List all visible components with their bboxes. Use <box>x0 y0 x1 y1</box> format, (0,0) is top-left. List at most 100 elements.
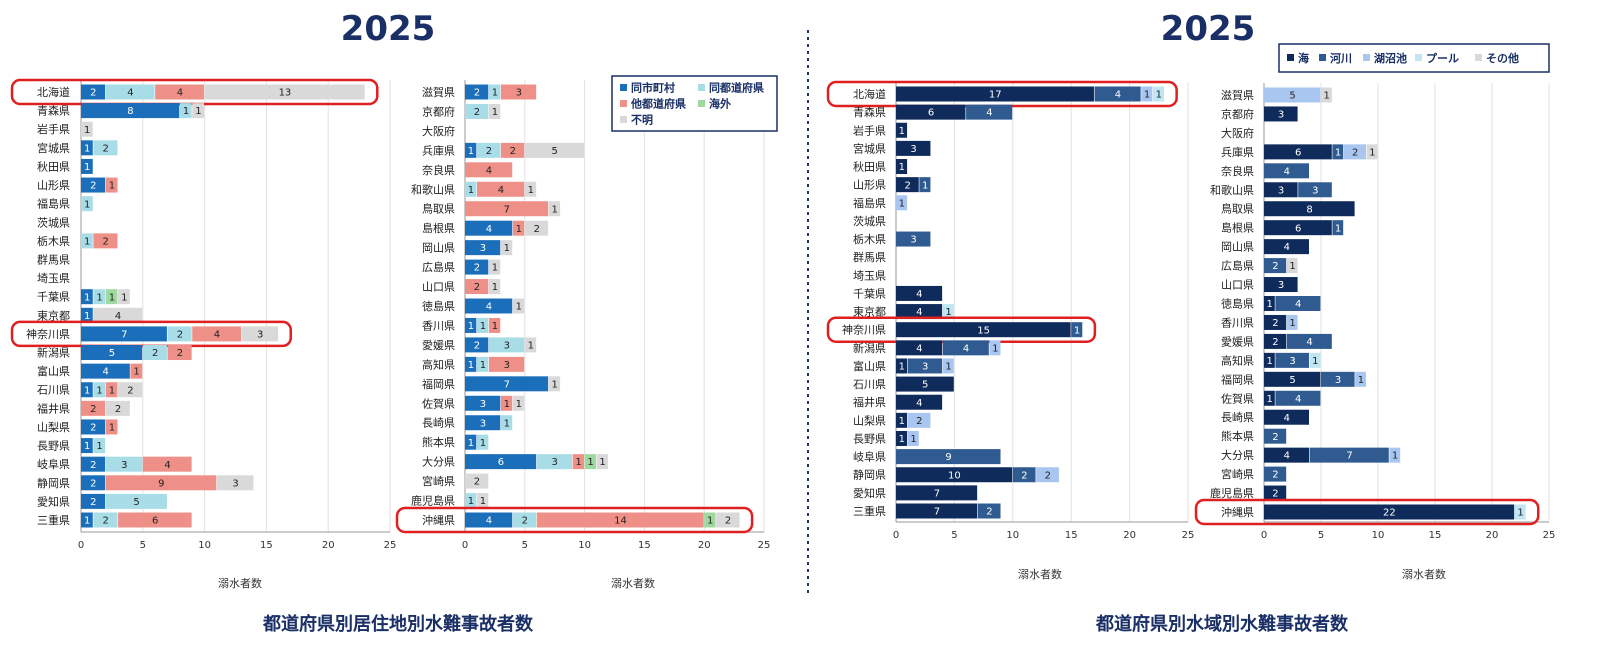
data-label: 6 <box>1295 223 1301 234</box>
bar-segment <box>512 220 525 236</box>
bar-segment <box>465 493 477 509</box>
bar-segment <box>465 103 489 119</box>
bar-segment <box>465 84 489 100</box>
bar-segment <box>105 400 130 416</box>
bar-segment <box>204 84 365 100</box>
data-label: 2 <box>103 516 109 527</box>
data-label: 1 <box>84 125 90 136</box>
bar-segment <box>93 307 143 323</box>
data-label: 2 <box>1352 147 1358 158</box>
data-label: 4 <box>916 343 922 354</box>
category-label: 熊本県 <box>422 435 455 449</box>
data-label: 3 <box>922 362 928 373</box>
data-label: 2 <box>90 497 96 508</box>
data-label: 4 <box>214 330 220 341</box>
bar-segment <box>896 104 966 120</box>
category-label: 宮城県 <box>37 141 70 155</box>
bar-segment <box>907 430 919 446</box>
bar-segment <box>93 233 118 249</box>
data-label: 1 <box>1267 299 1273 310</box>
legend-swatch <box>1363 54 1370 61</box>
legend-box: 海 河川 湖沼池 プール その他 <box>1278 43 1550 73</box>
bar-segment <box>1012 467 1036 483</box>
bar-segment <box>465 512 513 528</box>
bar-segment <box>1366 144 1378 160</box>
x-tick-label: 10 <box>578 540 591 551</box>
x-tick-label: 15 <box>1429 530 1442 541</box>
bar-segment <box>465 181 477 197</box>
data-label: 1 <box>1392 451 1398 462</box>
category-label: 長崎県 <box>1221 410 1254 424</box>
bar-segment <box>966 104 1013 120</box>
bar-segment <box>896 231 931 247</box>
category-label: 岩手県 <box>853 123 886 137</box>
category-label: 滋賀県 <box>1221 89 1254 102</box>
category-label: 愛媛県 <box>1221 334 1254 348</box>
bar-segment <box>716 512 740 528</box>
data-label: 2 <box>916 416 922 427</box>
bar-segment <box>465 259 489 275</box>
chart-year: 2025 <box>1161 9 1256 49</box>
bar-segment <box>488 103 501 119</box>
bar-segment <box>1036 467 1059 483</box>
bar-segment <box>1264 296 1275 311</box>
data-label: 17 <box>989 90 1002 101</box>
bar-segment <box>167 345 192 361</box>
x-tick-label: 15 <box>260 540 273 551</box>
bar-segment <box>584 454 596 470</box>
bar-segment <box>896 485 978 501</box>
data-label: 1 <box>1144 90 1150 101</box>
category-label: 茨城県 <box>853 214 886 228</box>
data-label: 4 <box>963 343 969 354</box>
legend-swatch <box>1475 54 1482 61</box>
data-label: 9 <box>158 478 164 489</box>
data-label: 1 <box>468 321 474 332</box>
data-label: 2 <box>1272 470 1278 481</box>
data-label: 2 <box>90 404 96 415</box>
legend-swatch <box>620 84 627 91</box>
category-label: 石川県 <box>853 378 886 391</box>
legend-item: 海外 <box>709 97 731 111</box>
data-label: 4 <box>1295 394 1301 405</box>
category-label: 山梨県 <box>853 413 886 427</box>
bar-segment <box>1264 182 1298 198</box>
bar-segment <box>105 289 118 305</box>
data-label: 4 <box>1306 337 1312 348</box>
bar-segment <box>81 475 106 491</box>
category-label: 大分県 <box>422 455 455 469</box>
x-tick-label: 5 <box>522 540 528 551</box>
x-tick-label: 0 <box>462 540 468 551</box>
category-label: 香川県 <box>422 319 455 332</box>
category-label: 佐賀県 <box>422 396 455 410</box>
bar-segment <box>81 103 180 119</box>
bar-segment <box>896 358 908 374</box>
data-label: 1 <box>468 360 474 371</box>
bar-segment <box>1264 144 1332 160</box>
category-label: 愛知県 <box>37 494 70 508</box>
bar-segment <box>1275 352 1309 368</box>
bar-segment <box>896 412 908 428</box>
data-label: 2 <box>1272 489 1278 500</box>
category-label: 和歌山県 <box>411 182 455 196</box>
bar-segment <box>1264 277 1298 293</box>
legend-item: その他 <box>1486 51 1519 65</box>
legend-item: 同市町村 <box>631 81 675 95</box>
bar-segment <box>93 140 118 156</box>
data-label: 3 <box>1278 110 1284 121</box>
bar-segment <box>476 317 489 333</box>
bar-segment <box>130 363 143 379</box>
bar-segment <box>1309 352 1321 368</box>
category-label: 大阪府 <box>1221 126 1254 140</box>
bar-segment <box>465 337 489 353</box>
bar-segment <box>1309 447 1389 463</box>
data-label: 1 <box>492 88 498 99</box>
bar-segment <box>1264 239 1309 255</box>
x-tick-label: 20 <box>698 540 711 551</box>
bar-segment <box>942 340 989 356</box>
category-label: 福島県 <box>853 196 886 210</box>
data-label: 4 <box>1284 451 1290 462</box>
bar-segment <box>81 196 93 212</box>
category-label: 大分県 <box>1221 448 1254 462</box>
